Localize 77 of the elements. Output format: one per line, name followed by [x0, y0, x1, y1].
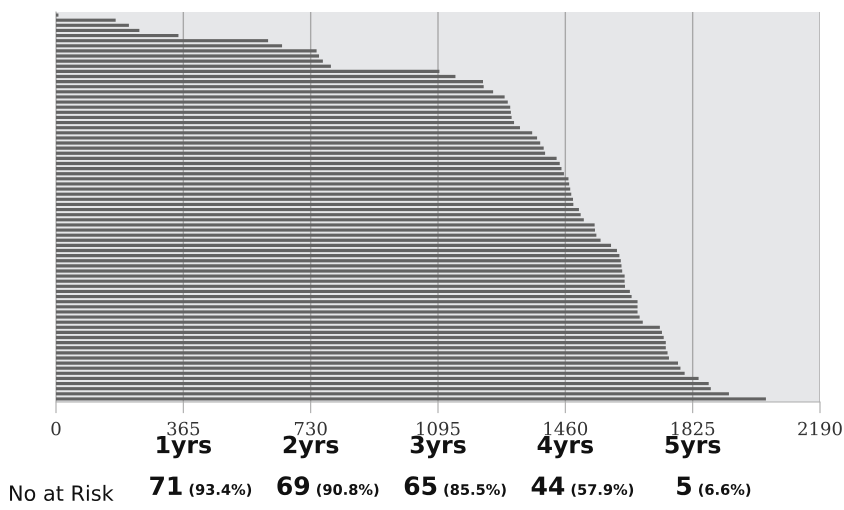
bar — [56, 146, 544, 150]
bar — [56, 310, 638, 314]
x-tick-label: 365 — [167, 422, 200, 436]
bar — [56, 177, 568, 180]
text: 2yrs — [284, 436, 338, 458]
bar — [56, 397, 766, 401]
bar — [56, 39, 268, 42]
bar — [56, 70, 440, 73]
text: 1yrs — [157, 436, 211, 458]
bar — [56, 172, 564, 176]
bar — [56, 372, 685, 375]
bar — [56, 182, 570, 186]
bar — [56, 223, 595, 226]
bar — [56, 362, 678, 365]
bar — [56, 259, 621, 262]
bar — [56, 162, 560, 166]
bar — [56, 244, 612, 247]
text: 5yrs — [666, 436, 720, 458]
bar — [56, 330, 662, 334]
text: 71 (93.4%) — [150, 476, 252, 497]
bar — [56, 95, 505, 99]
bar — [56, 74, 456, 78]
x-tick-label: 1095 — [417, 422, 460, 436]
x-tick-label: 730 — [294, 422, 327, 436]
bar — [56, 208, 579, 212]
text: No at Risk — [10, 484, 114, 502]
text: 69 (90.8%) — [277, 476, 378, 497]
bar — [56, 346, 666, 350]
bar — [56, 315, 640, 319]
bar — [56, 228, 595, 232]
bar — [56, 336, 664, 340]
bar — [56, 85, 484, 88]
text: 5 (6.6%) — [677, 476, 750, 497]
bar — [56, 136, 538, 140]
bar — [56, 238, 601, 242]
bar — [56, 116, 512, 120]
bar — [56, 120, 514, 124]
bar — [56, 167, 562, 170]
bar — [56, 269, 622, 273]
bar — [56, 141, 540, 145]
bar — [56, 80, 484, 84]
bar — [56, 54, 320, 58]
bar — [56, 264, 622, 268]
x-tick-label: 1825 — [672, 422, 714, 436]
text: 44 (57.9%) — [532, 476, 634, 497]
bar — [56, 366, 680, 370]
bar — [56, 64, 331, 68]
bar — [56, 290, 630, 294]
text: 4yrs — [538, 436, 593, 458]
bar — [56, 100, 508, 104]
bar — [56, 254, 620, 258]
bar — [56, 44, 282, 48]
bar — [56, 152, 546, 155]
bar — [56, 351, 668, 354]
bar — [56, 34, 178, 38]
bar — [56, 234, 596, 237]
text: 3yrs — [410, 436, 466, 458]
bar — [56, 382, 709, 386]
bar — [56, 248, 617, 252]
bar — [56, 341, 666, 344]
bar — [56, 274, 625, 278]
bar — [56, 156, 557, 160]
bar — [56, 326, 660, 329]
bar — [56, 320, 643, 324]
bar — [56, 294, 632, 298]
bar — [56, 49, 317, 52]
text: 65 (85.5%) — [404, 476, 506, 497]
bar — [56, 90, 494, 94]
bar — [56, 376, 699, 380]
x-tick-label: 0 — [51, 422, 61, 436]
x-tick-label: 1460 — [544, 422, 588, 436]
bar — [56, 188, 570, 191]
bar — [56, 202, 574, 206]
x-tick-label: 2190 — [798, 422, 842, 436]
bar — [56, 28, 140, 32]
bar — [56, 356, 669, 360]
bar — [56, 60, 323, 63]
